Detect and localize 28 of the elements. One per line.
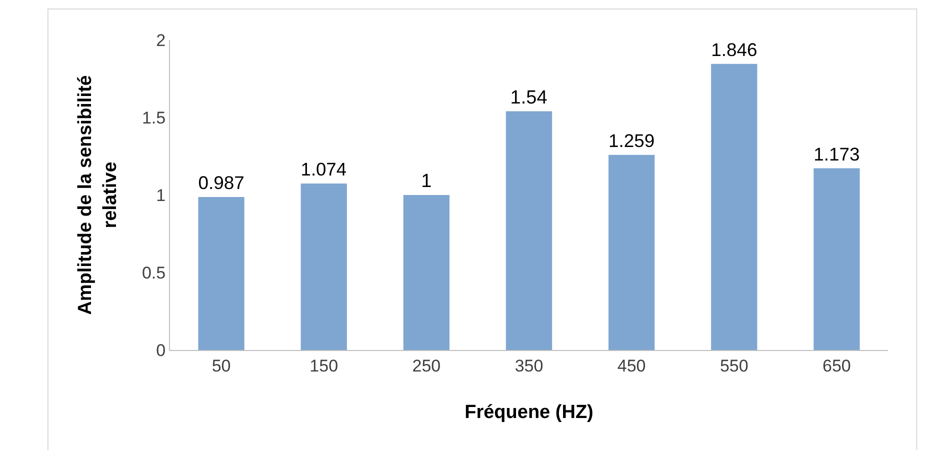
y-tick-label: 1.5 xyxy=(142,108,166,128)
bar xyxy=(403,195,450,350)
x-tick-label: 50 xyxy=(212,356,231,376)
x-tick-label: 150 xyxy=(310,356,338,376)
data-label: 1.259 xyxy=(608,130,655,152)
bar xyxy=(608,154,655,350)
data-label: 1.846 xyxy=(711,39,758,60)
y-tick-label: 0 xyxy=(156,340,166,360)
y-tick-label: 0.5 xyxy=(142,263,166,282)
data-label: 1.173 xyxy=(814,143,860,164)
x-tick-label: 350 xyxy=(514,356,544,376)
bar xyxy=(300,184,347,350)
y-tick-label: 1 xyxy=(156,186,166,205)
bar xyxy=(711,64,758,350)
x-tick-label: 450 xyxy=(617,356,646,376)
y-tick-label: 2 xyxy=(156,30,166,50)
data-label: 1.074 xyxy=(300,158,347,180)
data-label: 1.54 xyxy=(510,87,548,108)
bar xyxy=(506,111,552,350)
x-tick-label: 250 xyxy=(412,356,441,376)
data-label: 0.987 xyxy=(198,172,244,194)
x-tick-label: 550 xyxy=(720,356,748,376)
y-axis-title: Amplitude de la sensibilité relative xyxy=(75,75,121,315)
x-tick-label: 650 xyxy=(822,356,851,376)
bar xyxy=(198,197,244,350)
x-axis-title: Fréquene (HZ) xyxy=(464,402,594,424)
bar xyxy=(814,168,860,350)
data-label: 1 xyxy=(421,171,432,192)
